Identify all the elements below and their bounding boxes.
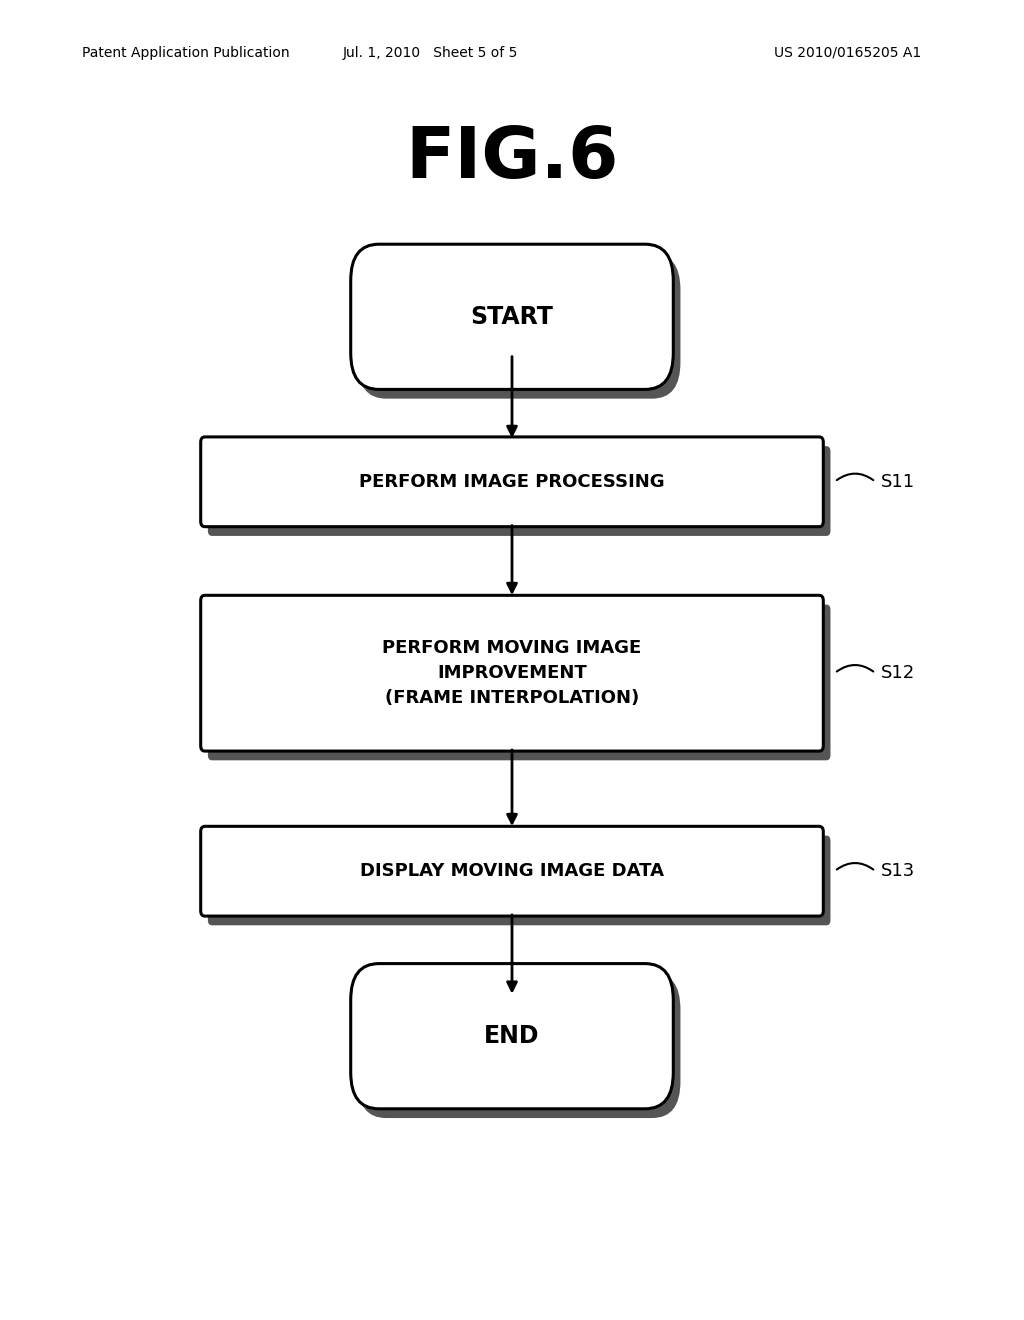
- Text: END: END: [484, 1024, 540, 1048]
- FancyBboxPatch shape: [208, 836, 830, 925]
- Text: S11: S11: [881, 473, 914, 491]
- FancyBboxPatch shape: [358, 973, 680, 1118]
- FancyBboxPatch shape: [208, 605, 830, 760]
- FancyBboxPatch shape: [358, 253, 680, 399]
- Text: START: START: [471, 305, 553, 329]
- FancyBboxPatch shape: [350, 964, 674, 1109]
- FancyBboxPatch shape: [201, 437, 823, 527]
- Text: S13: S13: [881, 862, 914, 880]
- Text: PERFORM MOVING IMAGE
IMPROVEMENT
(FRAME INTERPOLATION): PERFORM MOVING IMAGE IMPROVEMENT (FRAME …: [382, 639, 642, 708]
- FancyBboxPatch shape: [208, 446, 830, 536]
- Text: S12: S12: [881, 664, 914, 682]
- FancyBboxPatch shape: [201, 595, 823, 751]
- Text: Jul. 1, 2010   Sheet 5 of 5: Jul. 1, 2010 Sheet 5 of 5: [342, 46, 518, 59]
- Text: DISPLAY MOVING IMAGE DATA: DISPLAY MOVING IMAGE DATA: [360, 862, 664, 880]
- Text: Patent Application Publication: Patent Application Publication: [82, 46, 290, 59]
- FancyBboxPatch shape: [350, 244, 674, 389]
- Text: US 2010/0165205 A1: US 2010/0165205 A1: [774, 46, 922, 59]
- Text: PERFORM IMAGE PROCESSING: PERFORM IMAGE PROCESSING: [359, 473, 665, 491]
- FancyBboxPatch shape: [201, 826, 823, 916]
- Text: FIG.6: FIG.6: [406, 124, 618, 193]
